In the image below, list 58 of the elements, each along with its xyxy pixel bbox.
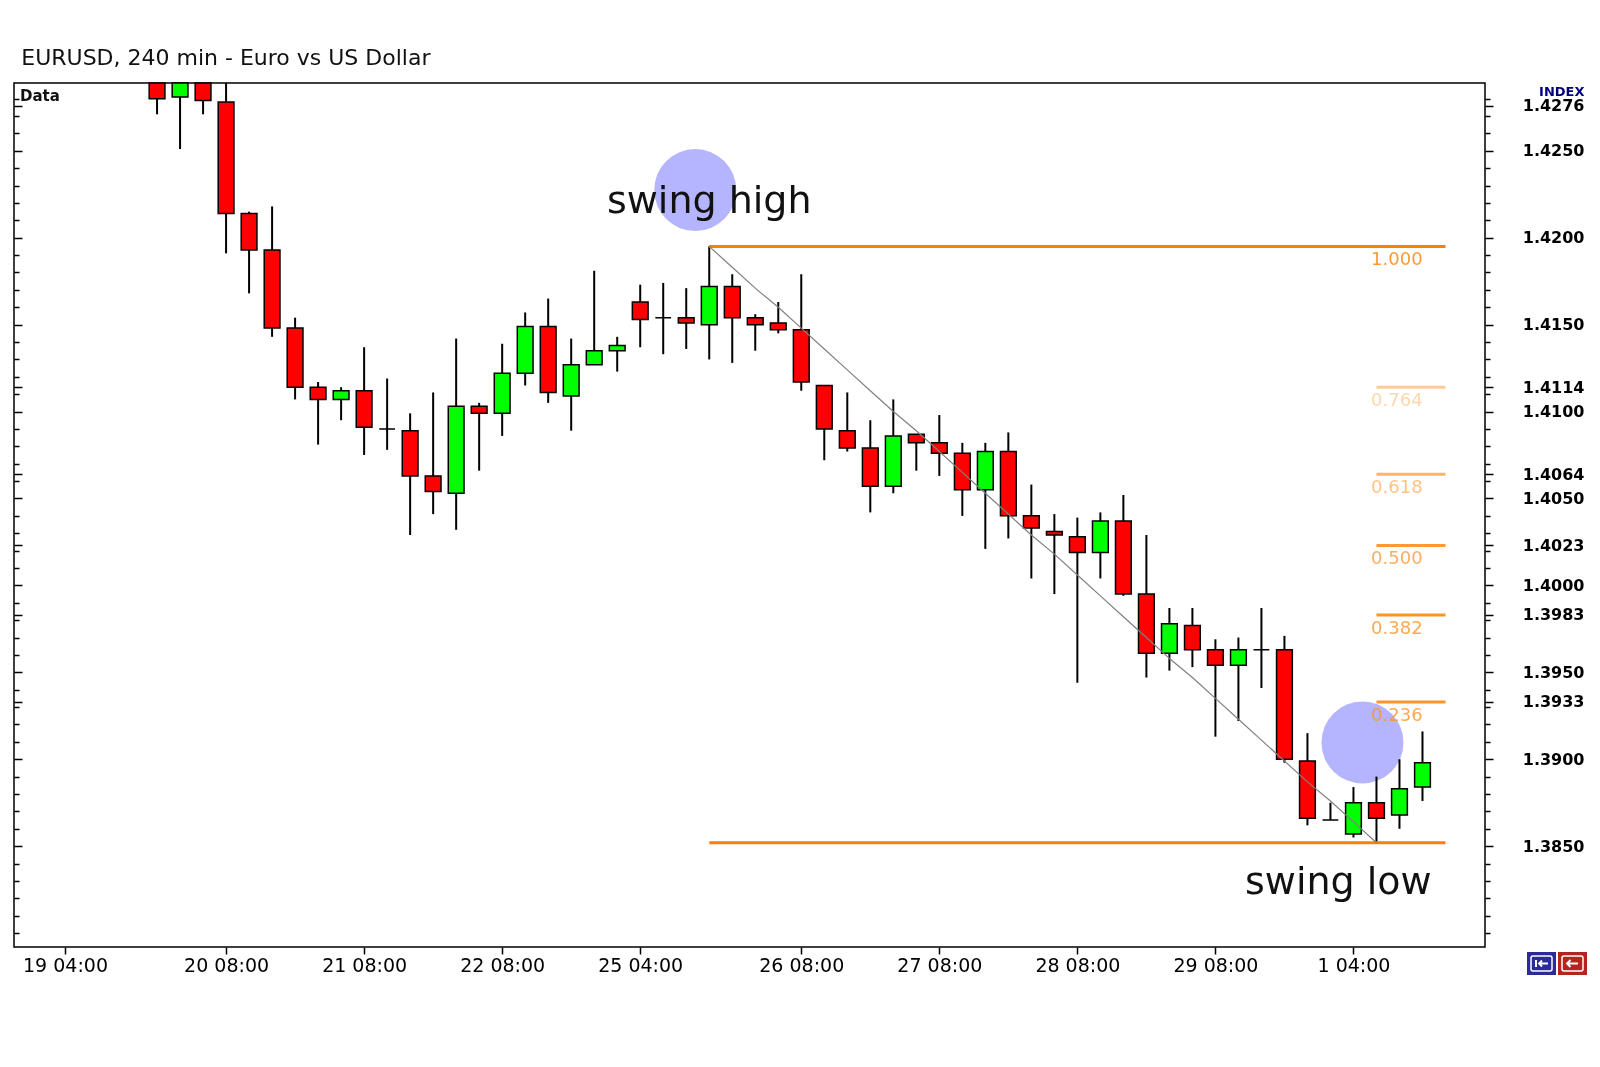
y-tick-label: 1.4000: [1522, 575, 1585, 595]
x-tick-label: 20 08:00: [184, 953, 270, 976]
candlestick: [1206, 638, 1225, 738]
x-tick-label: 26 08:00: [759, 953, 845, 976]
annotation: swing high: [606, 178, 812, 223]
candlestick: [677, 287, 695, 350]
candlestick: [1229, 636, 1248, 722]
candlestick: [746, 313, 764, 352]
candlestick: [631, 283, 649, 349]
candlestick: [1022, 483, 1040, 580]
y-tick-label: 1.3850: [1522, 836, 1585, 856]
x-tick-label: 1 04:00: [1317, 953, 1391, 976]
y-tick-label: 1.3983: [1522, 605, 1585, 625]
annotation: Data: [20, 87, 60, 105]
y-tick-label: 1.4250: [1522, 141, 1585, 161]
x-tick-label: 21 08:00: [322, 953, 408, 976]
candlestick: [907, 433, 925, 472]
candlestick: [769, 301, 787, 335]
y-tick-label: 1.3900: [1522, 749, 1585, 769]
candlestick: [1252, 607, 1271, 689]
candlestick: [470, 401, 488, 472]
candlestick: [838, 391, 856, 453]
x-tick-label: 22 08:00: [460, 953, 546, 976]
y-tick-label: 1.4050: [1522, 488, 1585, 508]
candlestick: [1045, 513, 1063, 596]
y-tick-label: 1.3950: [1522, 662, 1585, 682]
series-label: 1.000: [1371, 248, 1423, 270]
y-tick-label: 1.3933: [1522, 692, 1585, 712]
y-tick-label: 1.4064: [1522, 464, 1585, 484]
annotation: swing low: [1245, 858, 1432, 903]
x-tick-label: 19 04:00: [23, 953, 109, 976]
y-tick-label: 1.4114: [1522, 377, 1585, 397]
candlestick: [378, 377, 396, 451]
x-tick-label: 27 08:00: [897, 953, 983, 976]
y-tick-label: 1.4100: [1522, 402, 1585, 422]
series-label: 0.764: [1371, 389, 1423, 411]
x-tick-label: 25 04:00: [598, 953, 684, 976]
series-label: 0.618: [1371, 476, 1423, 498]
candlestick: [930, 414, 948, 477]
x-tick-label: 29 08:00: [1173, 953, 1259, 976]
x-tick-label: 28 08:00: [1035, 953, 1121, 976]
candlestick: [1321, 801, 1340, 822]
y-tick-label: 1.4276: [1522, 96, 1585, 116]
candlestick: [1367, 775, 1386, 844]
candlestick: [332, 386, 350, 422]
series-label: 0.382: [1371, 616, 1423, 638]
candlestick: [585, 269, 603, 366]
chart-title: EURUSD, 240 min - Euro vs US Dollar: [21, 45, 432, 70]
candlestick: [1068, 516, 1086, 684]
series-label: 0.236: [1371, 703, 1423, 725]
y-tick-label: 1.4023: [1522, 535, 1585, 555]
series-label: 0.500: [1371, 547, 1423, 569]
candlestick: [424, 391, 442, 516]
y-axis-title: INDEX: [1539, 83, 1585, 99]
y-tick-label: 1.4150: [1522, 315, 1585, 335]
y-tick-label: 1.4200: [1522, 228, 1585, 248]
candlestick: [654, 281, 672, 356]
candlestick: [309, 381, 327, 446]
